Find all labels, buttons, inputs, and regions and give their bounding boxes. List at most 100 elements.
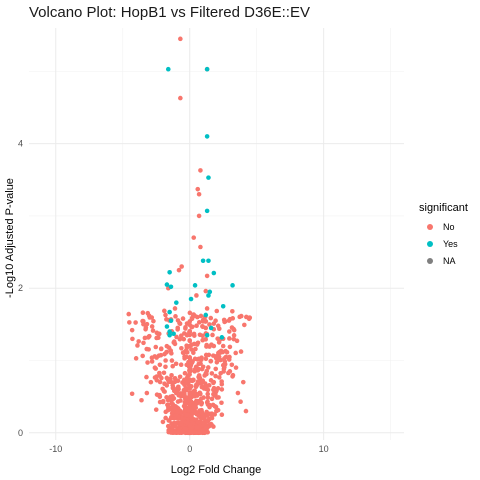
point-no xyxy=(193,346,198,352)
point-no xyxy=(152,375,158,380)
point-no xyxy=(148,379,154,385)
point-no xyxy=(169,372,174,378)
point-no xyxy=(142,335,148,341)
point-no xyxy=(173,361,179,367)
point-no xyxy=(161,388,167,394)
point-no xyxy=(194,323,199,329)
point-no xyxy=(140,318,145,324)
point-no xyxy=(203,325,209,331)
point-no xyxy=(169,358,175,363)
point-no xyxy=(163,312,168,318)
point-no xyxy=(153,344,159,350)
point-no xyxy=(143,326,148,332)
point-no xyxy=(205,391,211,397)
point-no xyxy=(129,391,135,397)
point-yes xyxy=(211,270,217,276)
point-no xyxy=(176,384,181,390)
point-no xyxy=(184,332,190,338)
point-no xyxy=(147,333,152,339)
point-no xyxy=(230,316,236,321)
point-no xyxy=(187,372,192,377)
point-no xyxy=(144,374,149,380)
point-no xyxy=(208,421,214,427)
point-no xyxy=(175,409,181,415)
x-tick-label: 0 xyxy=(187,444,192,454)
point-no xyxy=(204,273,210,279)
y-tick-label: 2 xyxy=(18,283,23,293)
point-no xyxy=(171,416,177,421)
legend-label-no: No xyxy=(443,222,455,232)
legend-key-yes xyxy=(427,241,433,247)
point-no xyxy=(219,400,224,406)
point-no xyxy=(136,339,141,344)
point-no xyxy=(231,336,237,342)
point-no xyxy=(144,390,150,396)
point-no xyxy=(233,365,239,370)
point-no xyxy=(202,429,207,435)
point-no xyxy=(146,347,151,352)
point-no xyxy=(169,429,175,435)
point-yes xyxy=(220,303,226,309)
point-no xyxy=(189,406,194,412)
point-no xyxy=(169,396,174,401)
point-no xyxy=(200,420,206,426)
point-no xyxy=(157,370,162,376)
x-tick-label: 10 xyxy=(319,444,329,454)
point-no xyxy=(214,308,220,314)
point-no xyxy=(203,425,208,431)
point-no xyxy=(233,350,238,356)
point-no xyxy=(238,399,243,404)
point-no xyxy=(203,356,209,362)
point-no xyxy=(145,310,151,316)
point-no xyxy=(196,319,202,325)
point-no xyxy=(152,365,158,371)
point-no xyxy=(183,426,189,432)
point-no xyxy=(196,213,202,219)
point-no xyxy=(217,349,222,355)
point-no xyxy=(175,318,181,323)
point-no xyxy=(191,331,197,337)
point-no xyxy=(174,334,179,340)
x-axis-title: Log2 Fold Change xyxy=(171,464,262,476)
point-no xyxy=(194,342,200,347)
point-no xyxy=(199,410,205,416)
point-no xyxy=(140,353,145,359)
point-no xyxy=(179,264,184,269)
point-no xyxy=(211,321,217,326)
point-yes xyxy=(200,258,206,264)
point-no xyxy=(205,395,211,400)
point-no xyxy=(182,394,188,400)
point-no xyxy=(220,349,226,355)
point-no xyxy=(243,408,249,414)
point-yes xyxy=(168,318,174,324)
point-no xyxy=(208,358,213,364)
point-no xyxy=(183,324,188,330)
point-no xyxy=(173,314,178,319)
point-no xyxy=(159,375,164,381)
point-no xyxy=(189,360,195,366)
point-yes xyxy=(204,66,210,72)
point-no xyxy=(214,359,220,365)
point-no xyxy=(195,419,201,425)
point-no xyxy=(197,332,203,338)
point-no xyxy=(147,315,153,320)
point-no xyxy=(209,371,215,376)
point-no xyxy=(200,378,206,384)
point-no xyxy=(154,392,160,397)
point-no xyxy=(170,363,175,369)
point-no xyxy=(149,324,155,329)
point-no xyxy=(172,306,178,311)
point-no xyxy=(157,362,163,368)
point-no xyxy=(203,337,209,342)
point-no xyxy=(156,331,161,337)
point-no xyxy=(195,186,201,192)
point-no xyxy=(185,405,190,411)
legend-label-na: NA xyxy=(443,256,456,266)
point-no xyxy=(211,343,217,349)
point-no xyxy=(162,308,167,314)
point-no xyxy=(198,313,204,319)
point-no xyxy=(133,320,138,325)
point-yes xyxy=(207,289,213,295)
point-no xyxy=(204,413,210,418)
point-no xyxy=(207,322,212,327)
